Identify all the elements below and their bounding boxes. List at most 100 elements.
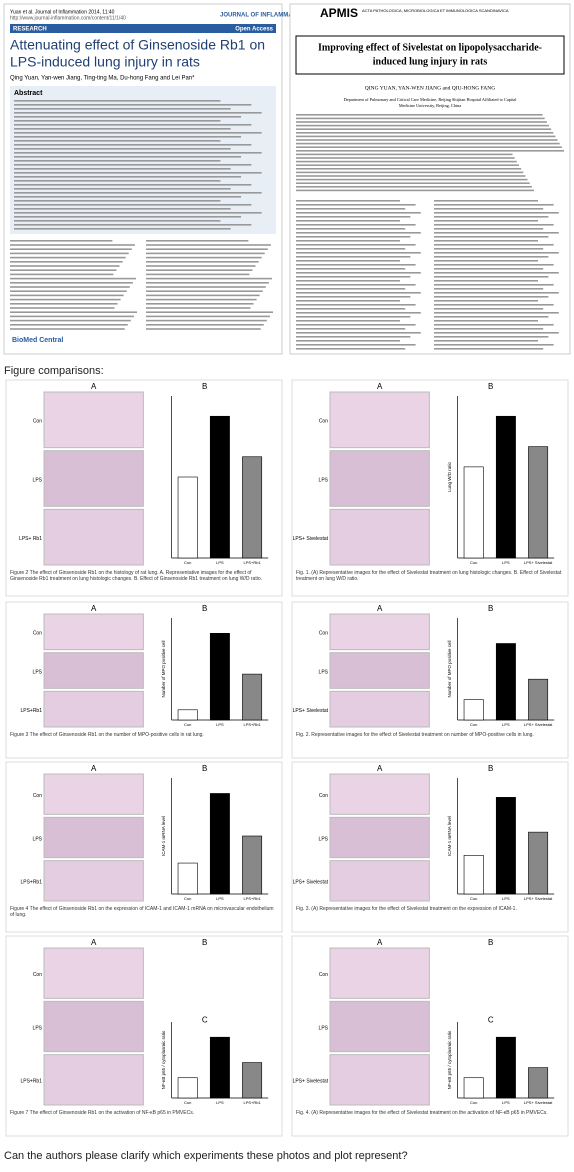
text-line <box>146 282 269 284</box>
text-line <box>434 296 549 298</box>
row-label: Con <box>33 631 42 637</box>
text-line <box>146 307 251 309</box>
bar <box>495 415 516 559</box>
row-label: Con <box>319 419 328 425</box>
bar <box>463 855 484 895</box>
text-line <box>296 320 400 322</box>
url: http://www.journal-inflammation.com/cont… <box>10 15 126 21</box>
text-line <box>14 180 221 182</box>
text-line <box>434 332 559 334</box>
text-line <box>296 124 549 127</box>
row-label: LPS <box>33 1025 43 1031</box>
text-line <box>296 132 554 134</box>
text-line <box>296 260 400 262</box>
x-tick-label: LPS+Rb1 <box>243 1100 261 1105</box>
text-line <box>146 328 261 330</box>
row-label: Con <box>33 419 42 425</box>
title: Attenuating effect of Ginsenoside Rb1 on <box>10 37 265 53</box>
text-line <box>146 240 249 242</box>
text-line <box>434 300 538 302</box>
text-line <box>10 269 117 271</box>
text-line <box>296 272 421 274</box>
micrograph <box>329 613 430 651</box>
micrograph <box>329 450 430 507</box>
text-line <box>434 208 544 210</box>
text-line <box>296 292 421 294</box>
row-label: LPS <box>319 1025 329 1031</box>
publisher: BioMed Central <box>12 337 63 344</box>
title: Improving effect of Sivelestat on lipopo… <box>318 42 542 53</box>
text-line <box>146 248 268 250</box>
text-line <box>10 286 130 288</box>
row-label: LPS <box>33 477 43 483</box>
x-tick-label: LPS <box>216 1100 224 1105</box>
caption: Fig. 2. Representative images for the ef… <box>296 732 534 738</box>
x-tick-label: Con <box>470 1100 477 1105</box>
text-line <box>14 188 231 190</box>
text-line <box>10 328 125 330</box>
micrograph <box>329 652 430 689</box>
panel-label: B <box>202 764 207 773</box>
text-line <box>434 252 559 254</box>
x-tick-label: Con <box>470 722 477 727</box>
text-line <box>296 212 421 214</box>
text-line <box>14 196 242 198</box>
row-label: LPS <box>33 669 43 675</box>
text-line <box>296 164 519 166</box>
text-line <box>146 319 267 322</box>
text-line <box>10 277 136 280</box>
text-line <box>296 168 522 170</box>
caption-box: Figure 4 The effect of Ginsenoside Rb1 o… <box>10 906 274 918</box>
text-line <box>296 276 411 278</box>
text-line <box>10 319 131 322</box>
row-label: LPS+Rb1 <box>20 1079 42 1085</box>
x-tick-label: LPS <box>502 722 510 727</box>
micrograph <box>329 860 430 902</box>
text-line <box>14 204 252 206</box>
authors: Qing Yuan, Yan-wen Jiang, Ting-ting Ma, … <box>10 76 195 82</box>
text-line <box>296 142 560 145</box>
y-axis-label: NF-κB p65 / cytoplasmic ratio <box>447 1030 452 1089</box>
row-label: LPS+ Sivelestat <box>293 708 329 714</box>
text-line <box>146 273 250 276</box>
micrograph <box>329 816 430 859</box>
text-line <box>146 286 266 288</box>
caption-box: Fig. 1. (A) Representative images for th… <box>296 570 561 582</box>
x-tick-label: Con <box>184 722 191 727</box>
bar <box>528 831 549 895</box>
text-line <box>296 186 532 188</box>
x-tick-label: Con <box>184 896 191 901</box>
text-line <box>10 307 115 309</box>
row-label: LPS <box>319 477 329 483</box>
text-line <box>296 248 406 250</box>
caption-box: Fig. 3. (A) Representative images for th… <box>296 906 517 912</box>
text-line <box>10 248 132 250</box>
caption-box: Figure 7 The effect of Ginsenoside Rb1 o… <box>10 1110 194 1116</box>
text-line <box>296 284 416 286</box>
caption-box: Figure 2 The effect of Ginsenoside Rb1 o… <box>10 570 262 582</box>
text-line <box>14 220 221 222</box>
x-tick-label: LPS+ Sivelestat <box>524 560 553 565</box>
affiliation: Department of Pulmonary and Critical Car… <box>344 97 518 103</box>
text-line <box>434 312 559 314</box>
text-line <box>10 282 133 284</box>
text-line <box>296 114 543 116</box>
text-line <box>434 272 559 274</box>
text-line <box>296 328 406 330</box>
text-line <box>296 324 416 326</box>
text-line <box>14 156 242 158</box>
x-tick-label: LPS <box>502 896 510 901</box>
text-line <box>296 208 406 210</box>
text-line <box>296 157 515 159</box>
bar <box>495 797 516 895</box>
text-line <box>14 100 221 102</box>
row-label: LPS+Rb1 <box>20 880 42 886</box>
x-tick-label: LPS+Rb1 <box>243 722 261 727</box>
text-line <box>434 204 554 206</box>
x-tick-label: LPS <box>216 896 224 901</box>
panel-label: B <box>202 938 207 947</box>
text-line <box>146 298 257 301</box>
text-line <box>434 308 544 310</box>
text-line <box>296 182 530 184</box>
text-line <box>434 224 554 226</box>
